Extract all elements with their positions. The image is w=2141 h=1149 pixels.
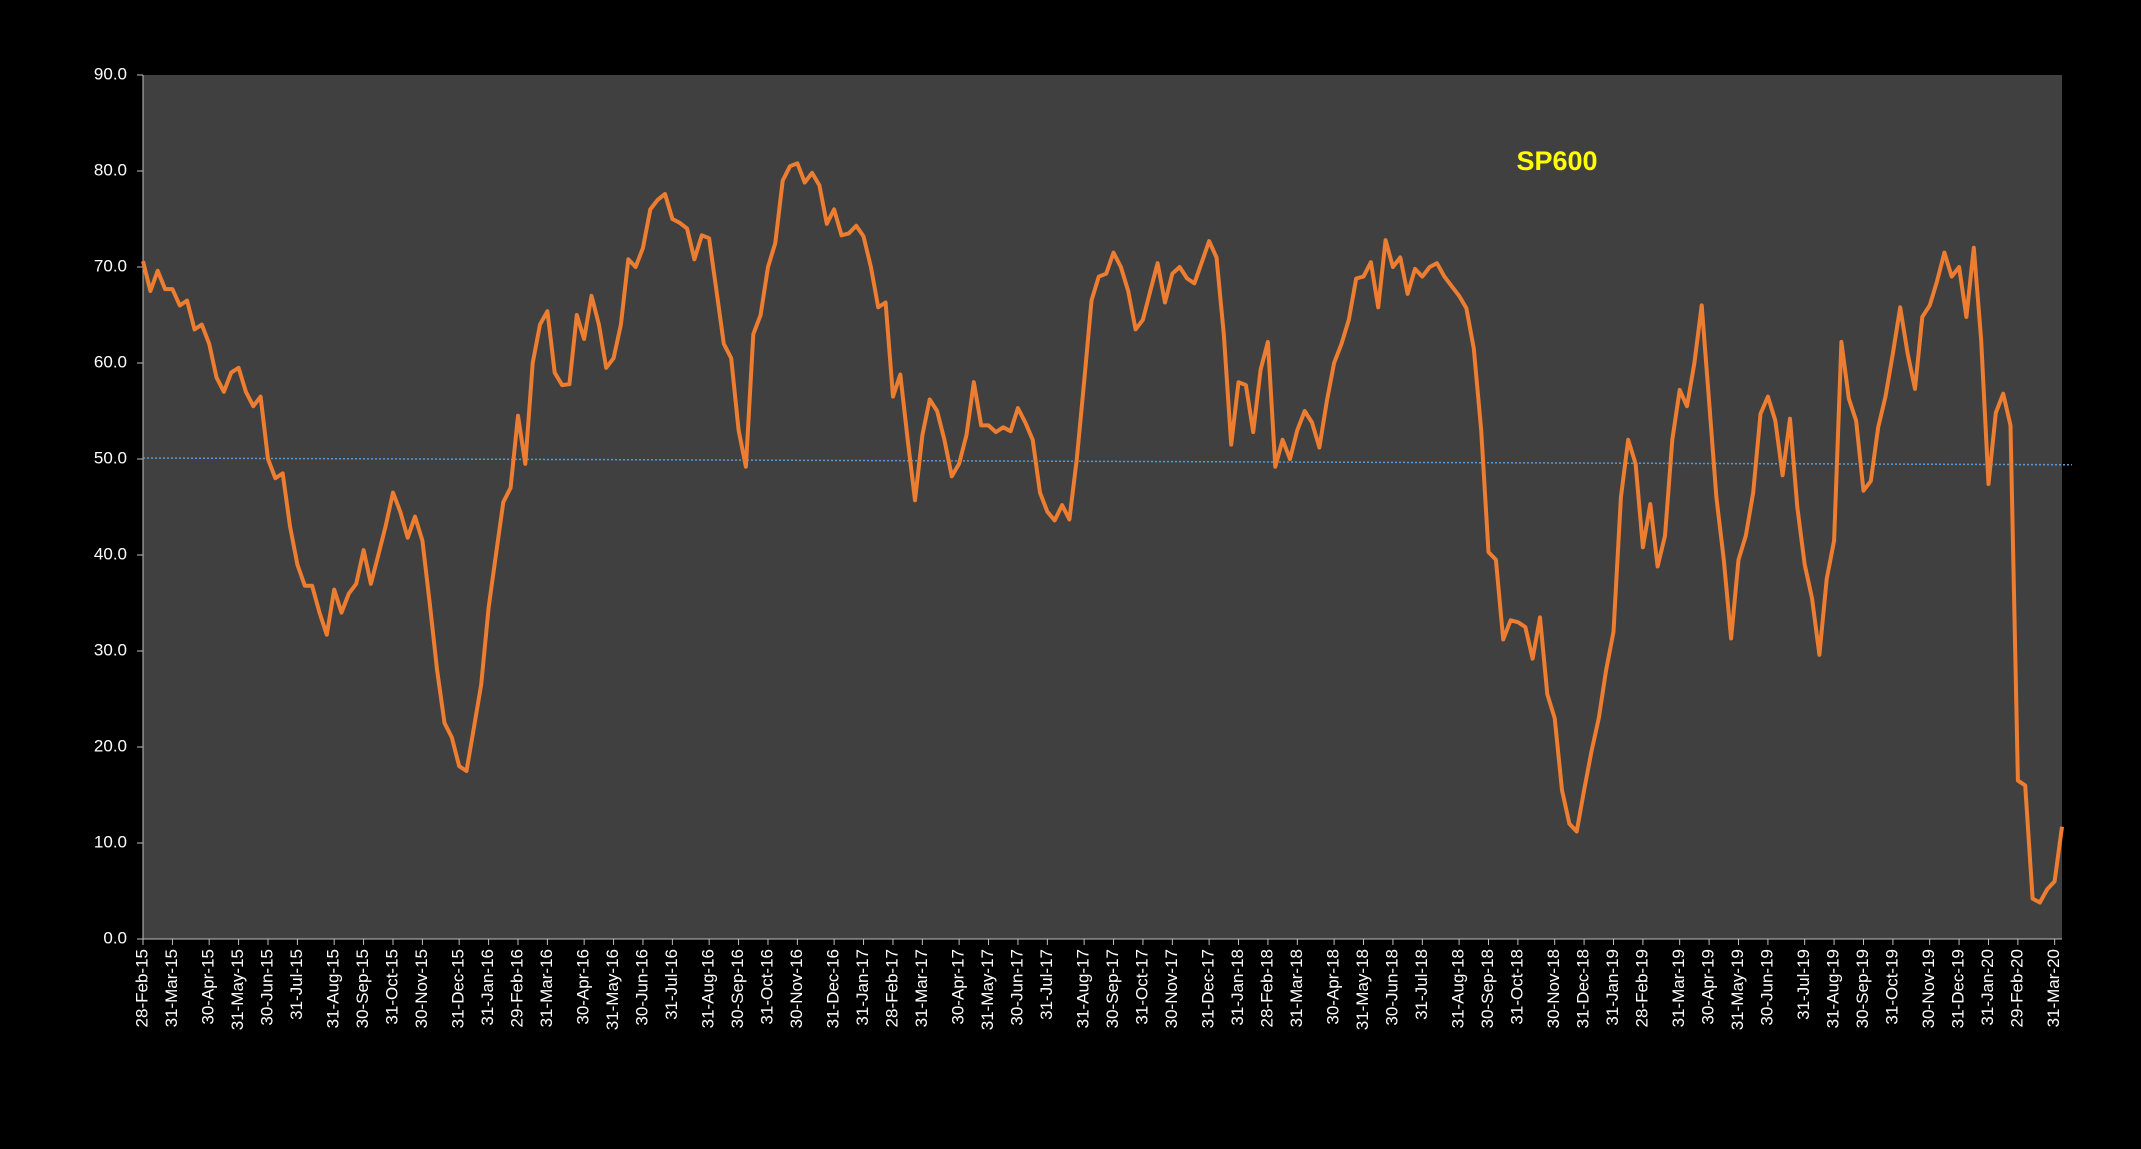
y-tick-label: 60.0	[94, 352, 127, 371]
y-tick-label: 0.0	[103, 928, 127, 947]
x-tick-label: 31-Jan-17	[853, 949, 872, 1026]
x-tick-label: 31-Oct-19	[1882, 949, 1901, 1025]
x-tick-label: 31-Aug-19	[1824, 949, 1843, 1028]
x-tick-label: 31-Jul-18	[1412, 949, 1431, 1020]
x-tick-label: 30-Jun-16	[632, 949, 651, 1026]
y-tick-label: 50.0	[94, 448, 127, 467]
x-tick-label: 30-Jun-15	[257, 949, 276, 1026]
x-tick-label: 31-Oct-18	[1507, 949, 1526, 1025]
x-tick-label: 31-Dec-19	[1949, 949, 1968, 1028]
x-tick-label: 30-Jun-19	[1757, 949, 1776, 1026]
x-tick-label: 30-Sep-18	[1478, 949, 1497, 1028]
x-tick-label: 31-May-15	[228, 949, 247, 1030]
x-tick-label: 30-Nov-19	[1919, 949, 1938, 1028]
x-tick-label: 31-Jul-16	[662, 949, 681, 1020]
x-tick-label: 31-Jan-16	[478, 949, 497, 1026]
x-tick-label: 31-Mar-16	[537, 949, 556, 1027]
y-tick-label: 10.0	[94, 832, 127, 851]
x-tick-label: 28-Feb-15	[132, 949, 151, 1027]
y-tick-label: 30.0	[94, 640, 127, 659]
x-tick-label: 30-Nov-18	[1544, 949, 1563, 1028]
plot-area	[143, 75, 2062, 939]
trendline	[142, 457, 2073, 466]
x-tick-label: 31-Jul-19	[1794, 949, 1813, 1020]
x-tick-label: 28-Feb-19	[1632, 949, 1651, 1027]
x-tick-label: 31-Oct-16	[757, 949, 776, 1025]
y-tick-label: 20.0	[94, 736, 127, 755]
x-tick-label: 31-Jan-18	[1228, 949, 1247, 1026]
x-tick-label: 30-Sep-15	[353, 949, 372, 1028]
x-tick-label: 31-Mar-18	[1287, 949, 1306, 1027]
x-tick-label: 28-Feb-18	[1257, 949, 1276, 1027]
y-tick-label: 70.0	[94, 256, 127, 275]
x-tick-label: 31-Jan-20	[1978, 949, 1997, 1026]
x-tick-label: 31-Mar-20	[2044, 949, 2063, 1027]
x-tick-label: 31-Dec-17	[1199, 949, 1218, 1028]
y-tick-label: 40.0	[94, 544, 127, 563]
x-tick-label: 31-Jul-17	[1037, 949, 1056, 1020]
x-tick-label: 31-Jul-15	[287, 949, 306, 1020]
x-tick-label: 29-Feb-20	[2007, 949, 2026, 1027]
x-tick-label: 31-Aug-15	[324, 949, 343, 1028]
x-tick-label: 31-Aug-18	[1449, 949, 1468, 1028]
x-tick-label: 31-May-17	[978, 949, 997, 1030]
y-tick-label: 80.0	[94, 160, 127, 179]
x-tick-label: 28-Feb-17	[882, 949, 901, 1027]
x-tick-label: 31-May-16	[603, 949, 622, 1030]
x-tick-label: 31-Mar-19	[1669, 949, 1688, 1027]
x-tick-label: 30-Apr-17	[949, 949, 968, 1025]
x-tick-label: 31-Jan-19	[1603, 949, 1622, 1026]
x-tick-label: 31-Mar-17	[912, 949, 931, 1027]
x-tick-label: 31-May-18	[1353, 949, 1372, 1030]
x-tick-label: 30-Apr-15	[199, 949, 218, 1025]
series-line	[141, 161, 2064, 905]
x-tick-label: 31-Aug-17	[1074, 949, 1093, 1028]
x-tick-label: 30-Nov-16	[787, 949, 806, 1028]
x-tick-label: 31-May-19	[1728, 949, 1747, 1030]
x-tick-label: 31-Oct-15	[382, 949, 401, 1025]
x-tick-label: 30-Apr-16	[574, 949, 593, 1025]
x-tick-label: 30-Sep-19	[1853, 949, 1872, 1028]
x-tick-label: 30-Sep-17	[1103, 949, 1122, 1028]
x-tick-label: 30-Sep-16	[728, 949, 747, 1028]
x-tick-label: 30-Apr-18	[1324, 949, 1343, 1025]
x-tick-label: 30-Nov-17	[1162, 949, 1181, 1028]
x-tick-label: 31-Oct-17	[1132, 949, 1151, 1025]
x-tick-label: 31-Dec-18	[1574, 949, 1593, 1028]
x-tick-label: 30-Nov-15	[412, 949, 431, 1028]
x-tick-label: 30-Apr-19	[1699, 949, 1718, 1025]
x-tick-label: 31-Dec-15	[449, 949, 468, 1028]
x-tick-label: 31-Aug-16	[699, 949, 718, 1028]
y-tick-label: 90.0	[94, 64, 127, 83]
x-tick-label: 29-Feb-16	[507, 949, 526, 1027]
x-tick-label: 31-Dec-16	[824, 949, 843, 1028]
x-tick-label: 30-Jun-18	[1382, 949, 1401, 1026]
x-tick-label: 30-Jun-17	[1007, 949, 1026, 1026]
chart-title: SP600	[1516, 146, 1597, 176]
x-tick-label: 31-Mar-15	[162, 949, 181, 1027]
